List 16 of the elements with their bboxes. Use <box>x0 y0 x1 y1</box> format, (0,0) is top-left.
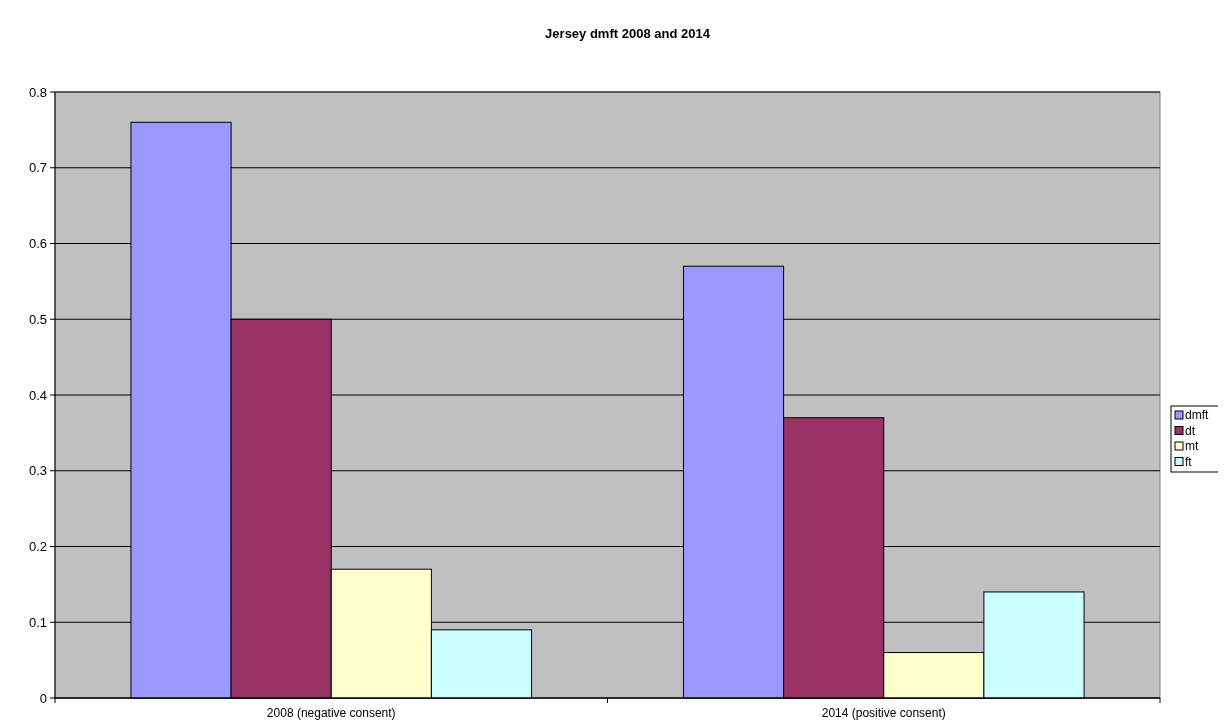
x-tick-label: 2014 (positive consent) <box>821 706 946 720</box>
y-tick-label: 0.1 <box>28 614 47 630</box>
legend-label: dmft <box>1185 408 1209 423</box>
legend-label: dt <box>1185 423 1196 438</box>
chart-title: Jersey dmft 2008 and 2014 <box>545 26 711 41</box>
y-tick-label: 0.4 <box>28 387 47 403</box>
x-tick-label: 2008 (negative consent) <box>266 706 396 720</box>
y-tick-label: 0.2 <box>28 539 47 555</box>
y-tick-label: 0.7 <box>28 160 47 176</box>
legend-label: ft <box>1185 454 1193 469</box>
y-tick-label: 0.3 <box>28 463 47 479</box>
y-tick-label: 0.5 <box>28 311 47 327</box>
y-tick-label: 0.8 <box>28 84 47 100</box>
y-tick-label: 0 <box>39 690 47 706</box>
y-tick-label: 0.6 <box>28 236 47 252</box>
legend-label: mt <box>1185 439 1199 454</box>
